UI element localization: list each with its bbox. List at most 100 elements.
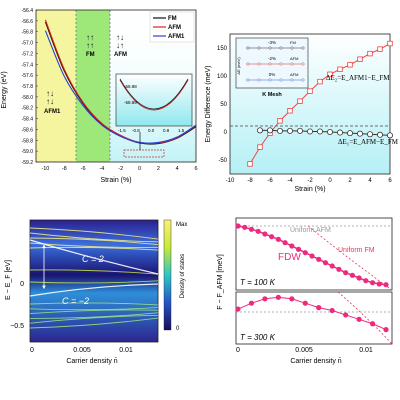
svg-text:↓↑: ↓↑ <box>116 41 124 50</box>
fdw-point <box>309 253 315 259</box>
fdw-point <box>376 281 382 287</box>
band-line <box>29 302 159 306</box>
x-tick-label: 0.01 <box>119 347 133 354</box>
fdw-point <box>235 306 241 312</box>
y-tick-label: -57.4 <box>22 62 34 68</box>
panel-energy-difference: -50 0 50 100 150 -10 -8 -6 -4 -2 0 2 4 6 Energy Diff… <box>205 33 399 193</box>
x-tick-label: -10 <box>226 178 235 184</box>
upper-frame <box>235 217 393 291</box>
fdw-point <box>369 321 376 327</box>
data-point-square <box>327 71 333 78</box>
x-tick-label: 0 <box>30 347 34 354</box>
annotation-de1: ΔE₁=E_AFM−E_FM <box>338 138 399 146</box>
inset-point <box>246 78 250 82</box>
legend: FM AFM AFM1 <box>149 11 195 43</box>
y-axis-label: Energy (eV) <box>1 71 8 108</box>
fdw-point <box>275 294 281 300</box>
fdw-point <box>235 223 241 229</box>
inset-point <box>279 78 283 82</box>
fdw-point <box>248 300 255 306</box>
inset-point <box>268 62 272 66</box>
label-uniform-afm: Uniform AFM <box>290 227 331 234</box>
fdw-point <box>316 305 322 311</box>
panel-energy-vs-strain: -56.4 -56.6 -56.8 -57.0 -57.2 -57.4 -57.6 -57.8… <box>1 8 198 184</box>
band-line <box>29 312 159 319</box>
label-temp-300k: T = 300 K <box>240 333 276 342</box>
y-tick-label: 150 <box>217 46 228 52</box>
inset-curve-fm <box>119 78 189 110</box>
inset-xtick: 1.5 <box>178 128 185 133</box>
y-tick-label: -57.2 <box>22 51 34 57</box>
series-lines <box>44 19 197 145</box>
fdw-point <box>262 231 268 237</box>
fdw-point <box>262 296 268 302</box>
region-label-fm: FM <box>86 52 95 58</box>
fdw-point <box>336 266 342 272</box>
x-tick-labels: -10 -8 -6 -4 -2 0 2 4 6 <box>226 178 393 184</box>
data-point-circle <box>267 127 274 134</box>
svg-text:↑↓: ↑↓ <box>46 97 54 106</box>
fdw-point <box>242 224 248 230</box>
inset-point <box>257 78 261 82</box>
colorbar-label: Density of states <box>180 254 186 298</box>
data-point-square <box>287 108 293 114</box>
x-tick-label: -2 <box>118 166 123 172</box>
y-tick-labels: -56.4 -56.6 -56.8 -57.0 -57.2 -57.4 -57.6 -57.8… <box>22 8 38 166</box>
series-line-afm1 <box>44 30 197 144</box>
inset-series-label: -3% <box>268 40 276 45</box>
x-tick-label: 6 <box>388 178 392 184</box>
inset-point <box>246 46 250 50</box>
kmesh-inset: K Mesh ΔE (meV) -3% -2% 0% FM AFM AFM <box>235 37 309 98</box>
data-point-square <box>297 98 303 104</box>
y-tick-label: -59.2 <box>22 160 34 166</box>
x-axis-label: Strain (%) <box>100 177 131 184</box>
y-tick-label: -58.4 <box>22 117 34 123</box>
fdw-series-300k <box>235 294 389 333</box>
inset-point <box>279 62 283 66</box>
band-line <box>29 232 159 243</box>
inset-curve-afm <box>119 79 189 111</box>
panel-density-of-states: ▲ ▼ C = 2 C = −2 0 −0.5 0 0.005 0.01 E −… <box>5 219 187 365</box>
band-label-cm2: C = −2 <box>62 296 89 306</box>
band-edge-lower <box>29 283 159 297</box>
data-point-square <box>247 161 253 167</box>
x-tick-label: 0.005 <box>295 347 313 354</box>
y-tick-label: 50 <box>220 102 227 108</box>
y-tick-label: -58.8 <box>22 138 34 144</box>
fdw-point <box>282 240 288 246</box>
fdw-point <box>383 282 389 288</box>
x-tick-label: -8 <box>247 178 253 184</box>
x-tick-label: 4 <box>176 166 179 172</box>
inset-point <box>301 78 305 82</box>
data-point-square <box>387 40 393 47</box>
data-point-circle <box>386 132 393 139</box>
x-tick-label: 4 <box>368 178 372 184</box>
x-axis-label: Carrier density n̄ <box>66 357 117 365</box>
data-point-circle <box>356 130 363 137</box>
inset-xlabel: K Mesh <box>262 92 282 98</box>
inset-point <box>290 78 294 82</box>
label-temp-100k: T = 100 K <box>240 278 276 287</box>
x-tick-label: 0 <box>328 178 332 184</box>
colorbar <box>163 219 172 331</box>
fdw-point <box>295 246 302 252</box>
heatmap-area <box>29 219 159 343</box>
fdw-point <box>275 236 281 242</box>
svg-text:↑↑: ↑↑ <box>86 33 94 42</box>
fdw-point <box>289 243 295 249</box>
fdw-point <box>322 260 329 266</box>
inset-xtick: 0.0 <box>148 128 155 133</box>
data-point-square <box>257 144 263 150</box>
y-tick-label: -58.2 <box>22 106 34 112</box>
data-point-circle <box>327 128 334 135</box>
x-tick-label: 6 <box>194 166 197 172</box>
svg-text:↑↑: ↑↑ <box>86 41 94 50</box>
x-tick-label: 0.005 <box>73 347 91 354</box>
inset-tag: AFM <box>290 56 298 61</box>
legend-afm: AFM <box>168 25 181 31</box>
inset-tag: FM <box>290 40 296 45</box>
inset-point <box>268 78 272 82</box>
data-point-circle <box>277 127 284 134</box>
svg-text:↑↓: ↑↓ <box>46 89 54 98</box>
legend-afm1: AFM1 <box>168 34 185 40</box>
